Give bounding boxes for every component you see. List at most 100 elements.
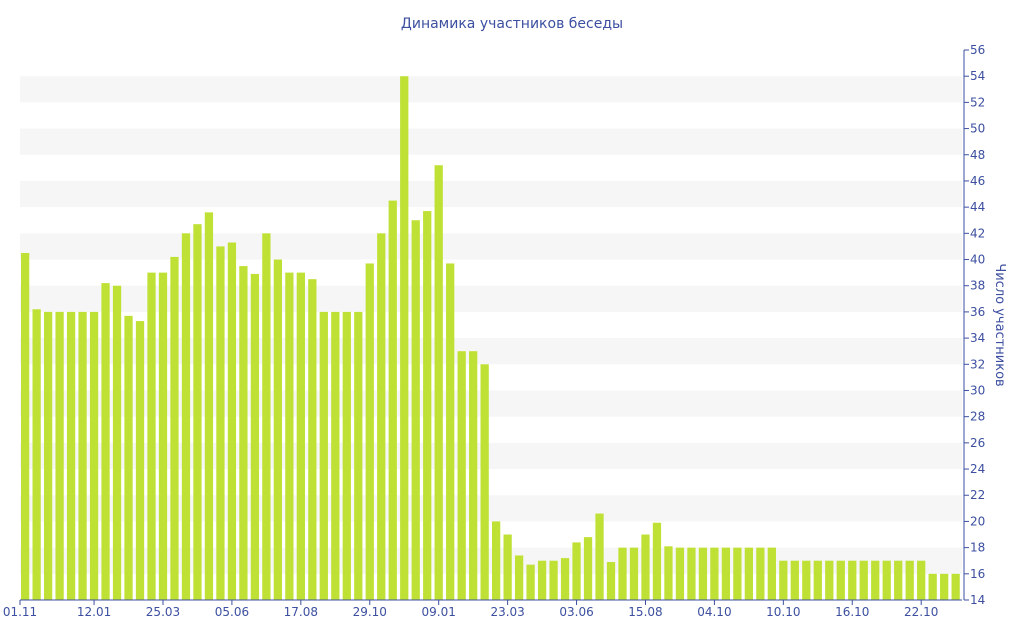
- bar: [285, 272, 294, 600]
- y-tick-label: 48: [970, 148, 985, 162]
- bar: [434, 165, 443, 600]
- bars-group: [21, 76, 960, 601]
- bar: [124, 315, 133, 600]
- x-tick-label: 16.10: [835, 605, 869, 619]
- bar: [629, 547, 639, 600]
- bar: [158, 272, 168, 600]
- x-tick-label: 17.08: [284, 605, 318, 619]
- bar: [503, 534, 512, 600]
- bar: [928, 573, 937, 600]
- y-axis-label: Число участников: [992, 263, 1007, 386]
- y-tick-label: 46: [970, 174, 985, 188]
- bar: [170, 256, 179, 600]
- grid-band: [20, 128, 962, 155]
- bar: [664, 546, 673, 600]
- bar: [101, 283, 110, 600]
- x-axis: 01.11 12.01 25.03 05.06 17.08 29.10 09.01 23.03…: [3, 599, 962, 619]
- x-tick-label: 15.08: [628, 605, 662, 619]
- y-tick-label: 26: [970, 436, 985, 450]
- bar: [721, 547, 731, 600]
- y-tick-label: 36: [970, 305, 985, 319]
- y-tick-label: 38: [970, 279, 985, 293]
- y-tick-label: 20: [970, 514, 985, 528]
- x-tick-label: 03.06: [559, 605, 593, 619]
- bar: [790, 560, 799, 600]
- bar: [227, 242, 237, 600]
- bar: [537, 560, 547, 600]
- grid-band: [20, 76, 962, 103]
- x-tick-label: 04.10: [697, 605, 731, 619]
- x-tick-label: 10.10: [766, 605, 800, 619]
- y-tick-label: 30: [970, 383, 985, 397]
- bar: [55, 311, 64, 600]
- x-tick-label: 29.10: [353, 605, 387, 619]
- bar: [411, 220, 420, 600]
- bar: [813, 560, 822, 600]
- bar: [296, 272, 305, 600]
- chart-title: Динамика участников беседы: [401, 16, 623, 32]
- x-tick-label: 22.10: [904, 605, 938, 619]
- bar: [377, 233, 386, 601]
- bar: [480, 364, 489, 600]
- bar: [583, 537, 593, 600]
- bar: [825, 560, 834, 600]
- bar: [595, 513, 604, 600]
- bar: [250, 273, 260, 600]
- y-tick-label: 32: [970, 357, 985, 371]
- bar: [641, 534, 650, 600]
- bar: [342, 311, 351, 600]
- bar: [181, 233, 191, 601]
- bar: [652, 522, 662, 600]
- bar: [216, 246, 225, 600]
- bar: [423, 211, 432, 601]
- bar: [514, 555, 524, 600]
- bar: [882, 560, 891, 600]
- y-tick-label: 54: [970, 69, 985, 83]
- bar: [526, 564, 535, 600]
- y-tick-label: 52: [970, 95, 985, 109]
- bar: [32, 309, 41, 600]
- grid-band: [20, 180, 962, 208]
- bar: [560, 558, 570, 600]
- bar: [319, 311, 328, 600]
- y-tick-label: 22: [970, 488, 985, 502]
- bar: [66, 311, 76, 600]
- y-tick-label: 34: [970, 331, 985, 345]
- y-tick-label: 14: [970, 593, 985, 607]
- y-tick-label: 18: [970, 541, 985, 555]
- bar: [446, 263, 455, 600]
- bar: [388, 200, 397, 600]
- bar: [400, 76, 409, 600]
- bar: [43, 311, 53, 600]
- bar: [698, 547, 708, 600]
- x-tick-label: 12.01: [77, 605, 111, 619]
- y-tick-label: 40: [970, 253, 985, 267]
- bar: [193, 224, 202, 600]
- bar: [802, 560, 811, 600]
- bar: [135, 321, 145, 600]
- y-tick-label: 42: [970, 226, 985, 240]
- x-tick-label: 05.06: [215, 605, 249, 619]
- y-axis: 14 16 18 20 22 24 26 28 30 32 34 36 38 40 42 44 46 48 50 52…: [963, 43, 985, 607]
- bar: [147, 272, 156, 600]
- x-tick-label: 23.03: [490, 605, 524, 619]
- bar: [618, 547, 627, 600]
- bar: [89, 311, 99, 600]
- bar: [894, 560, 903, 600]
- bar: [21, 252, 30, 600]
- bar: [744, 547, 754, 600]
- bar: [492, 521, 501, 600]
- bar: [308, 279, 317, 600]
- bar: [365, 263, 374, 600]
- x-tick-label: 25.03: [146, 605, 180, 619]
- bar: [549, 560, 558, 600]
- y-tick-label: 50: [970, 122, 985, 136]
- bar: [917, 560, 926, 600]
- bar: [78, 311, 87, 600]
- y-tick-label: 16: [970, 567, 985, 581]
- bar: [848, 560, 857, 600]
- bar: [331, 311, 340, 600]
- bar: [905, 560, 914, 600]
- x-tick-label: 09.01: [422, 605, 456, 619]
